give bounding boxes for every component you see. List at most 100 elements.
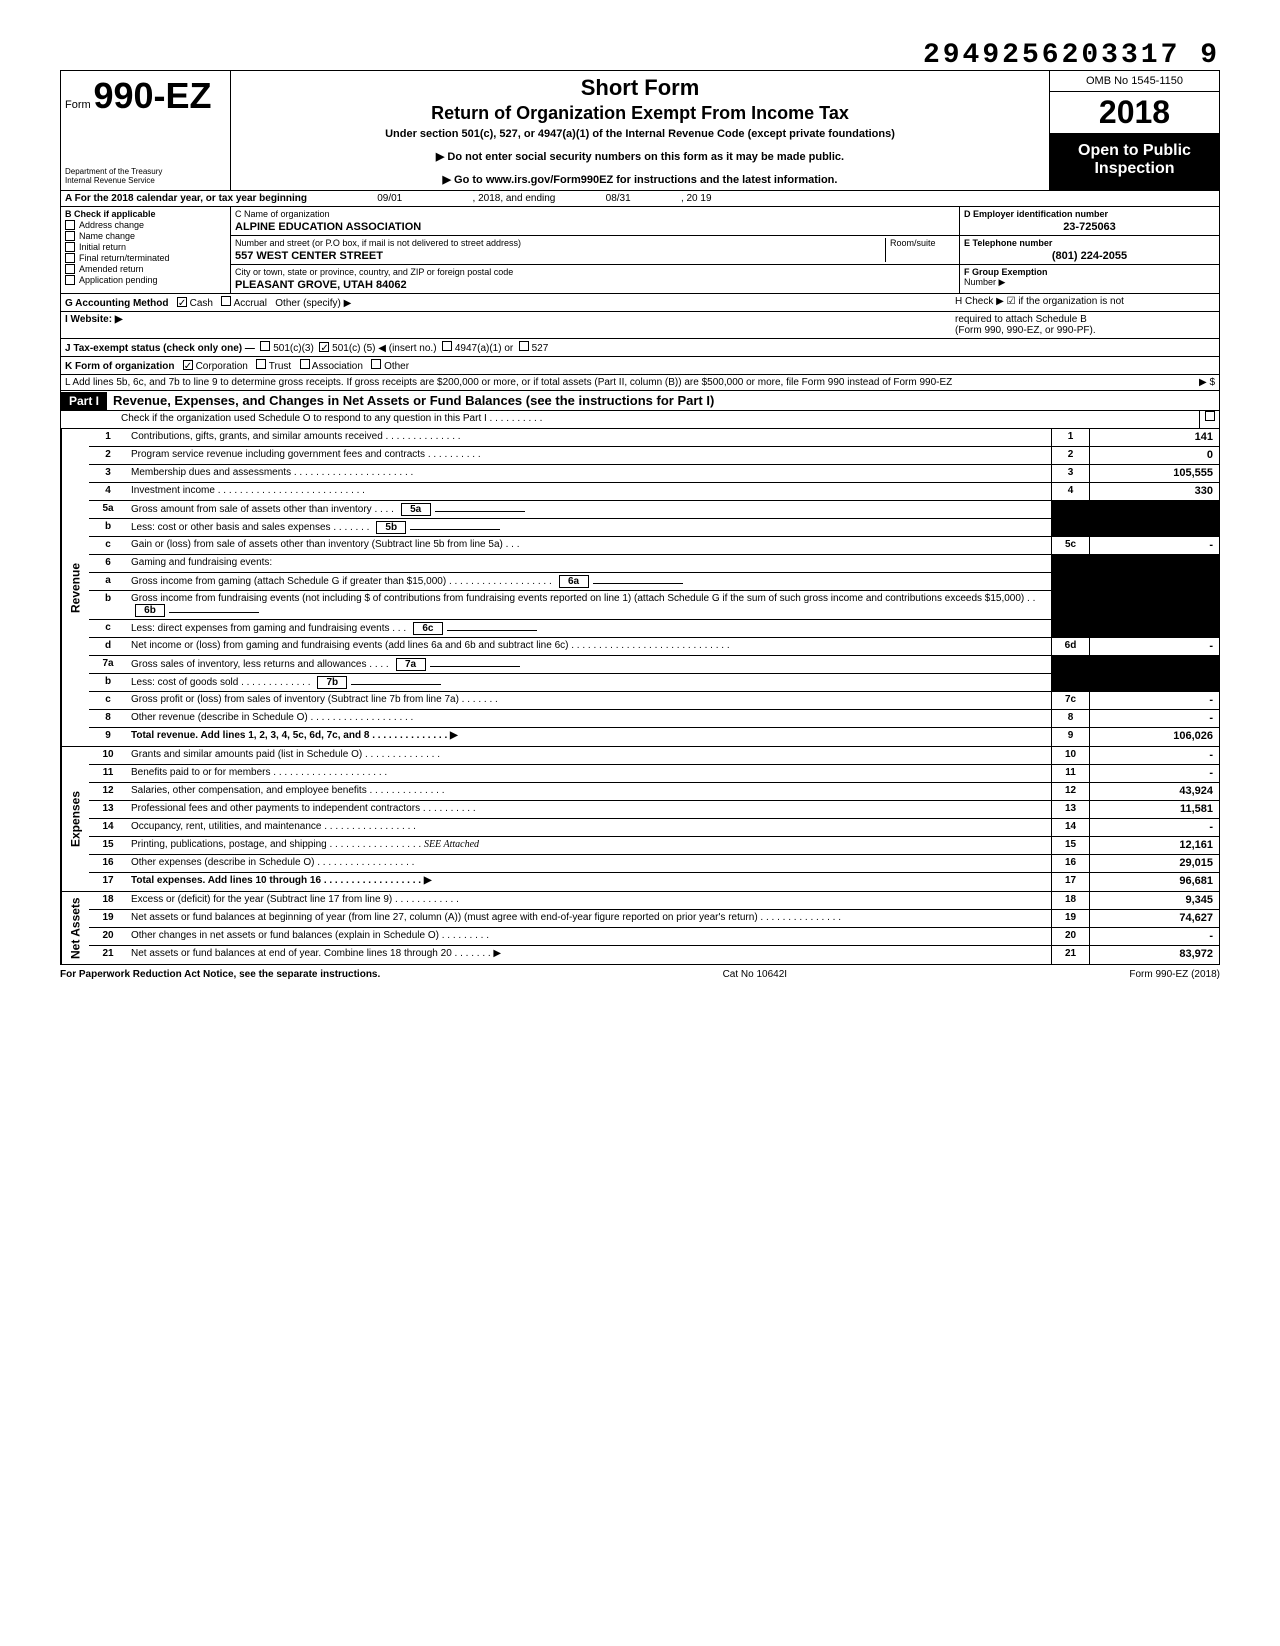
h-check-text: H Check ▶ ☑ if the organization is not <box>955 296 1215 307</box>
room-label: Room/suite <box>890 238 955 248</box>
ln9-no: 9 <box>89 728 127 746</box>
ln21-txt: Net assets or fund balances at end of ye… <box>127 946 1051 964</box>
ln7c-box: 7c <box>1051 692 1089 709</box>
group-exempt-label2: Number ▶ <box>964 277 1215 288</box>
ln19-txt: Net assets or fund balances at beginning… <box>127 910 1051 927</box>
ln15-txt: Printing, publications, postage, and shi… <box>131 839 421 850</box>
ln20-amt: - <box>1089 928 1219 945</box>
ln2-amt: 0 <box>1089 447 1219 464</box>
form-subtitle: Return of Organization Exempt From Incom… <box>239 103 1041 124</box>
ln1-no: 1 <box>89 429 127 446</box>
ln4-no: 4 <box>89 483 127 500</box>
ln16-box: 16 <box>1051 855 1089 872</box>
ln7a-txt: Gross sales of inventory, less returns a… <box>131 659 389 670</box>
ln4-box: 4 <box>1051 483 1089 500</box>
form-arrow2: ▶ Go to www.irs.gov/Form990EZ for instru… <box>239 173 1041 186</box>
chk-name-change[interactable] <box>65 231 75 241</box>
lbl-cash: Cash <box>190 298 213 309</box>
ln7c-txt: Gross profit or (loss) from sales of inv… <box>127 692 1051 709</box>
addr-label: Number and street (or P.O box, if mail i… <box>235 238 885 248</box>
chk-initial-return[interactable] <box>65 242 75 252</box>
form-title: Short Form <box>239 75 1041 101</box>
ln19-box: 19 <box>1051 910 1089 927</box>
chk-4947[interactable] <box>442 341 452 351</box>
ln11-amt: - <box>1089 765 1219 782</box>
ln5a-no: 5a <box>89 501 127 518</box>
chk-527[interactable] <box>519 341 529 351</box>
chk-other-org[interactable] <box>371 359 381 369</box>
row-l-text: L Add lines 5b, 6c, and 7b to line 9 to … <box>65 377 955 388</box>
ln18-no: 18 <box>89 892 127 909</box>
open-public-2: Inspection <box>1054 160 1215 178</box>
ln2-box: 2 <box>1051 447 1089 464</box>
chk-schedule-o[interactable] <box>1205 411 1215 421</box>
row-a-label: A For the 2018 calendar year, or tax yea… <box>65 193 307 204</box>
chk-corporation[interactable] <box>183 360 193 370</box>
ln7c-no: c <box>89 692 127 709</box>
lbl-corporation: Corporation <box>196 361 248 372</box>
ln15-no: 15 <box>89 837 127 854</box>
ln8-txt: Other revenue (describe in Schedule O) .… <box>127 710 1051 727</box>
chk-association[interactable] <box>300 359 310 369</box>
ln18-box: 18 <box>1051 892 1089 909</box>
ln6b-no: b <box>89 591 127 619</box>
ln21-box: 21 <box>1051 946 1089 964</box>
chk-application-pending[interactable] <box>65 275 75 285</box>
ln18-txt: Excess or (deficit) for the year (Subtra… <box>127 892 1051 909</box>
ln12-box: 12 <box>1051 783 1089 800</box>
chk-trust[interactable] <box>256 359 266 369</box>
ln3-box: 3 <box>1051 465 1089 482</box>
chk-address-change[interactable] <box>65 220 75 230</box>
ln6a-sub: 6a <box>559 575 589 588</box>
ln13-no: 13 <box>89 801 127 818</box>
lbl-address-change: Address change <box>79 220 144 230</box>
ln17-amt: 96,681 <box>1089 873 1219 891</box>
chk-accrual[interactable] <box>221 296 231 306</box>
ln7b-txt: Less: cost of goods sold . . . . . . . .… <box>131 677 311 688</box>
ln12-no: 12 <box>89 783 127 800</box>
chk-501c[interactable] <box>319 342 329 352</box>
ln13-txt: Professional fees and other payments to … <box>127 801 1051 818</box>
ln9-box: 9 <box>1051 728 1089 746</box>
accounting-label: G Accounting Method <box>65 298 169 309</box>
part1-check: Check if the organization used Schedule … <box>61 411 1199 428</box>
ln16-amt: 29,015 <box>1089 855 1219 872</box>
ln5c-txt: Gain or (loss) from sale of assets other… <box>127 537 1051 554</box>
phone-value: (801) 224-2055 <box>964 250 1215 262</box>
ln6-txt: Gaming and fundraising events: <box>127 555 1051 572</box>
ein-value: 23-725063 <box>964 221 1215 233</box>
ln10-box: 10 <box>1051 747 1089 764</box>
ln14-no: 14 <box>89 819 127 836</box>
row-l-arrow: ▶ $ <box>955 377 1215 388</box>
netassets-side-label: Net Assets <box>61 892 89 964</box>
chk-501c3[interactable] <box>260 341 270 351</box>
footer-left: For Paperwork Reduction Act Notice, see … <box>60 969 380 980</box>
ln14-txt: Occupancy, rent, utilities, and maintena… <box>127 819 1051 836</box>
ln16-no: 16 <box>89 855 127 872</box>
ein-label: D Employer identification number <box>964 209 1108 219</box>
ln4-txt: Investment income . . . . . . . . . . . … <box>127 483 1051 500</box>
omb-number: OMB No 1545-1150 <box>1050 71 1219 92</box>
org-address: 557 WEST CENTER STREET <box>235 250 885 262</box>
ln11-txt: Benefits paid to or for members . . . . … <box>127 765 1051 782</box>
lbl-trust: Trust <box>269 361 291 372</box>
chk-cash[interactable] <box>177 297 187 307</box>
ln17-txt: Total expenses. Add lines 10 through 16 … <box>131 875 432 886</box>
ln8-amt: - <box>1089 710 1219 727</box>
part1-header: Part I <box>61 392 107 410</box>
form-header: Form 990-EZ Department of the Treasury I… <box>60 70 1220 191</box>
footer-mid: Cat No 10642I <box>723 969 788 980</box>
chk-final-return[interactable] <box>65 253 75 263</box>
ln7b-sub: 7b <box>317 676 347 689</box>
org-city: PLEASANT GROVE, UTAH 84062 <box>235 279 955 291</box>
chk-amended-return[interactable] <box>65 264 75 274</box>
footer-right: Form 990-EZ (2018) <box>1129 969 1220 980</box>
lbl-501c: 501(c) ( <box>332 343 366 354</box>
ln16-txt: Other expenses (describe in Schedule O) … <box>127 855 1051 872</box>
open-public-1: Open to Public <box>1054 142 1215 160</box>
expenses-side-label: Expenses <box>61 747 89 891</box>
ln12-amt: 43,924 <box>1089 783 1219 800</box>
ln13-amt: 11,581 <box>1089 801 1219 818</box>
ln13-box: 13 <box>1051 801 1089 818</box>
tax-year-end-yr: 19 <box>700 193 711 204</box>
